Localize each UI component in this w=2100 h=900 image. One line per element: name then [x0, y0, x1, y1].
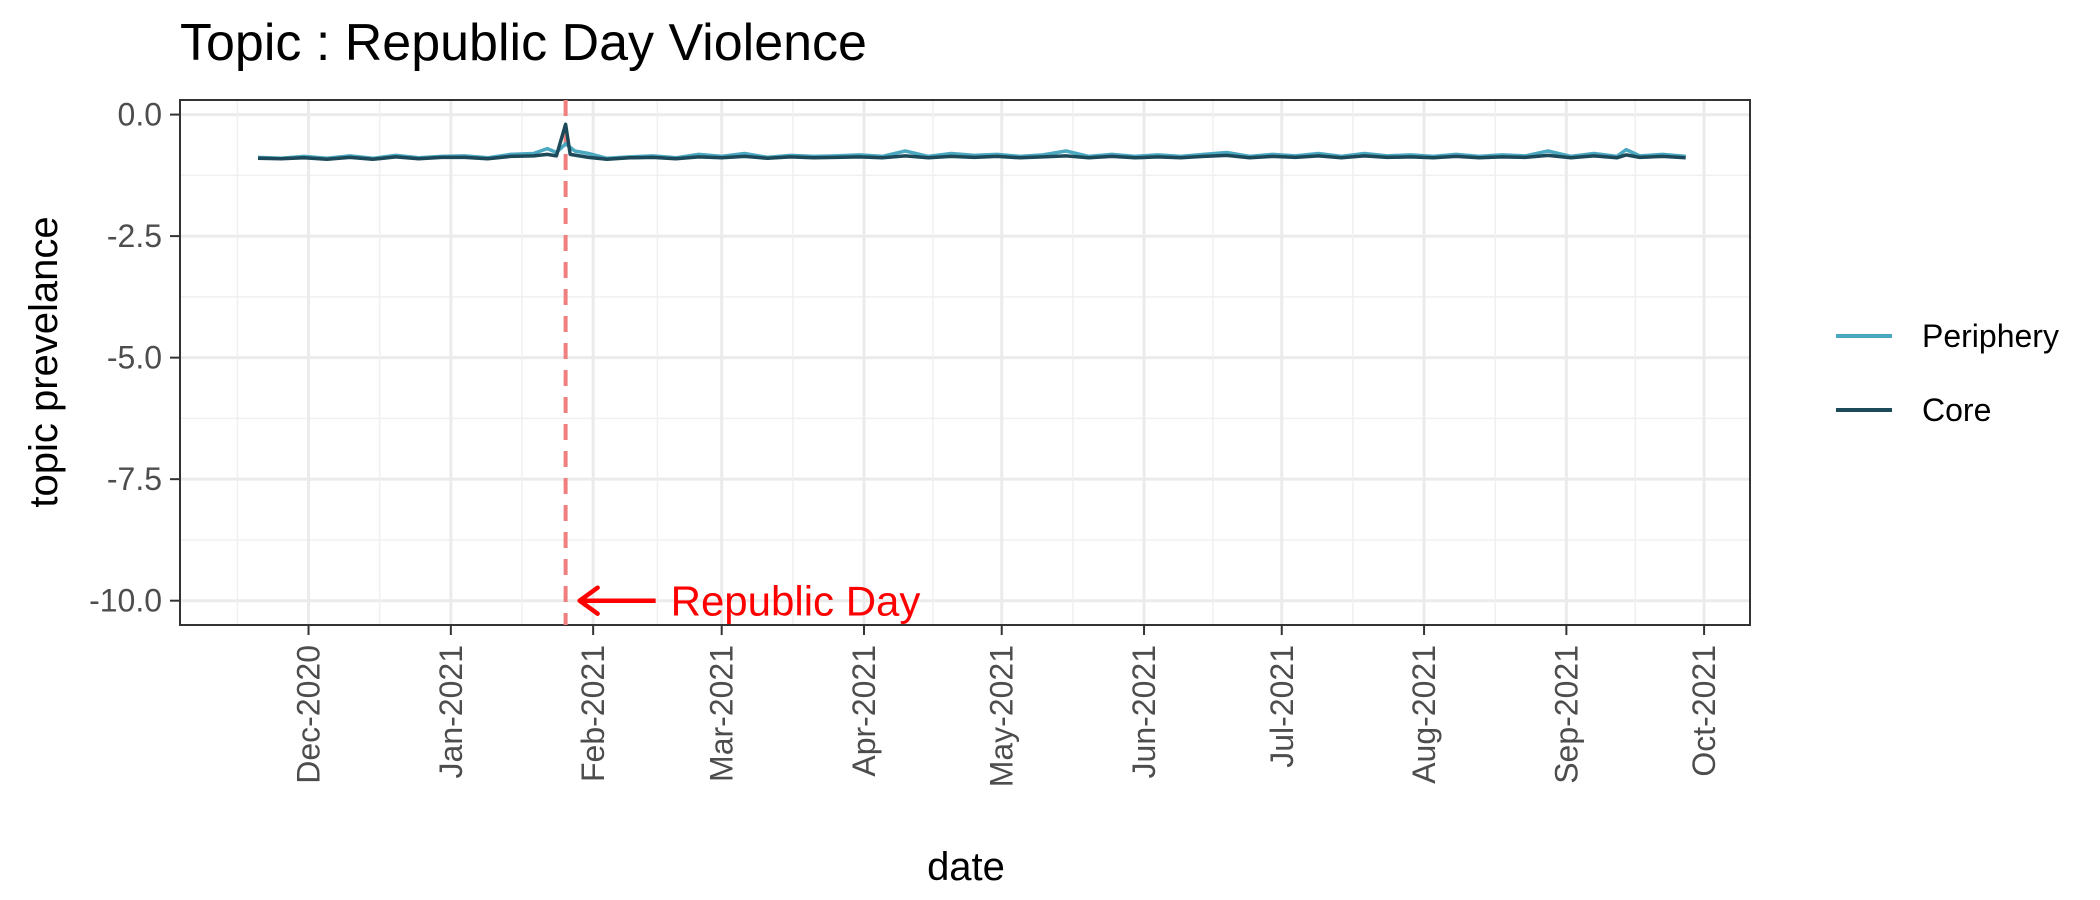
y-tick-label: 0.0	[118, 97, 162, 133]
x-tick-label: Sep-2021	[1548, 645, 1584, 784]
y-axis-title: topic prevelance	[22, 216, 66, 507]
x-tick-label: Aug-2021	[1406, 645, 1442, 784]
series-line-periphery	[257, 142, 1686, 161]
y-tick-label: -10.0	[89, 583, 162, 619]
x-tick-label: May-2021	[984, 645, 1020, 787]
plot-background	[180, 100, 1750, 625]
y-tick-label: -5.0	[107, 340, 162, 376]
annotation-arrow-head	[577, 585, 600, 616]
x-tick-label: Dec-2020	[291, 645, 327, 784]
x-tick-label: Jan-2021	[433, 645, 469, 778]
x-tick-label: Apr-2021	[846, 645, 882, 777]
x-tick-label: Feb-2021	[575, 645, 611, 782]
legend-label-periphery: Periphery	[1922, 318, 2059, 354]
annotation-layer: Republic Day	[577, 578, 921, 625]
grid	[180, 100, 1750, 625]
plot-panel-border	[179, 99, 1751, 626]
x-axis-title: date	[927, 845, 1005, 889]
series-line-core	[257, 122, 1686, 162]
y-tick-label: -7.5	[107, 461, 162, 497]
y-tick-label: -2.5	[107, 218, 162, 254]
x-tick-label: Jul-2021	[1264, 645, 1300, 768]
annotation-label: Republic Day	[671, 578, 921, 625]
legend-label-core: Core	[1922, 392, 1991, 428]
legend: Periphery Core	[1836, 318, 2059, 428]
series-layer	[257, 122, 1686, 162]
y-axis: 0.0 -2.5 -5.0 -7.5 -10.0	[89, 97, 180, 619]
x-axis: Dec-2020 Jan-2021 Feb-2021 Mar-2021 Apr-2021…	[291, 625, 1722, 787]
x-tick-label: Oct-2021	[1686, 645, 1722, 777]
chart-title: Topic : Republic Day Violence	[180, 14, 867, 72]
x-tick-label: Jun-2021	[1126, 645, 1162, 778]
x-tick-label: Mar-2021	[704, 645, 740, 782]
